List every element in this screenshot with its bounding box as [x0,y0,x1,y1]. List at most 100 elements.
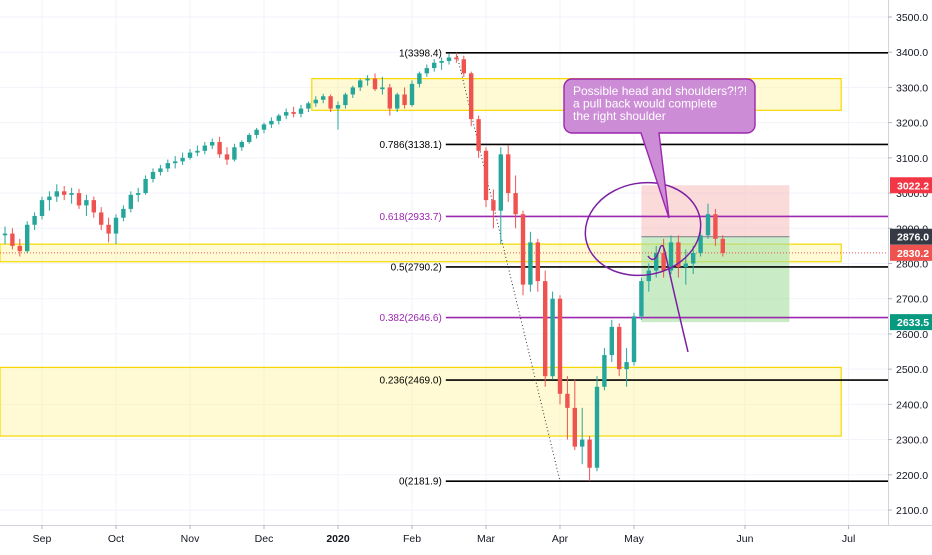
candle-body[interactable] [239,142,244,148]
candle-body[interactable] [291,112,296,114]
annotation-callout[interactable] [563,78,756,219]
candle-body[interactable] [432,62,437,69]
candle-body[interactable] [62,191,67,195]
candle-body[interactable] [691,252,696,264]
candle-body[interactable] [261,124,267,130]
candle-body[interactable] [646,270,651,282]
candle-body[interactable] [84,200,89,206]
take-profit-zone[interactable] [641,236,790,323]
candle-body[interactable] [313,99,318,104]
candle-body[interactable] [136,193,141,195]
candle-body[interactable] [298,108,304,114]
candle-body[interactable] [676,242,681,268]
candle-body[interactable] [683,263,688,268]
candle-body[interactable] [372,78,378,90]
candle-body[interactable] [121,208,126,218]
candle-body[interactable] [306,103,311,109]
candle-body[interactable] [461,59,466,74]
candle-body[interactable] [565,393,570,408]
candle-body[interactable] [639,281,644,317]
candle-body[interactable] [550,298,555,377]
candle-body[interactable] [269,120,274,125]
candle-body[interactable] [498,154,503,211]
candle-body[interactable] [661,252,666,271]
candle-body[interactable] [439,61,444,63]
candle-body[interactable] [476,119,481,151]
candle-body[interactable] [69,193,74,195]
candle-body[interactable] [2,233,8,236]
candle-body[interactable] [143,178,148,194]
candle-body[interactable] [99,212,104,225]
candle-body[interactable] [617,326,622,370]
candle-body[interactable] [17,245,22,252]
candle-body[interactable] [535,242,540,282]
candle-body[interactable] [720,238,725,253]
candle-body[interactable] [365,78,370,81]
candle-body[interactable] [180,157,185,162]
candle-body[interactable] [106,224,111,234]
candle-body[interactable] [713,214,718,239]
candle-body[interactable] [91,200,96,213]
candle-body[interactable] [668,242,674,271]
candle-body[interactable] [513,193,518,215]
candle-body[interactable] [328,96,333,109]
candle-body[interactable] [343,94,348,106]
candle-body[interactable] [150,171,156,179]
zone-box[interactable] [0,366,842,437]
candle-body[interactable] [284,112,289,116]
candle-body[interactable] [335,105,341,109]
candle-body[interactable] [557,298,563,394]
head-shoulders-circle[interactable] [578,174,708,285]
candle-body[interactable] [572,407,577,447]
candle-body[interactable] [454,57,459,60]
candle-body[interactable] [350,87,355,95]
candle-body[interactable] [54,191,59,197]
candle-body[interactable] [210,142,215,146]
candle-body[interactable] [25,224,30,252]
candle-body[interactable] [321,96,326,100]
candle-body[interactable] [491,200,496,211]
candle-body[interactable] [409,83,415,106]
candle-body[interactable] [247,134,252,143]
candle-body[interactable] [187,152,193,158]
candle-body[interactable] [387,87,392,109]
candle-body[interactable] [469,73,474,120]
candle-body[interactable] [543,281,548,377]
candle-body[interactable] [483,150,489,201]
candle-body[interactable] [32,215,37,225]
candle-body[interactable] [395,94,400,109]
candle-body[interactable] [39,200,45,216]
candle-body[interactable] [232,147,237,160]
candle-body[interactable] [76,193,82,206]
candle-body[interactable] [424,68,429,74]
candle-body[interactable] [128,194,133,209]
candle-body[interactable] [580,439,585,447]
candle-body[interactable] [165,163,170,169]
candle-body[interactable] [380,87,385,90]
candle-body[interactable] [594,386,600,468]
candle-body[interactable] [276,115,281,121]
candle-body[interactable] [358,80,363,88]
candle-body[interactable] [446,57,452,62]
candle-body[interactable] [417,73,422,84]
candle-body[interactable] [587,439,592,468]
candle-body[interactable] [217,142,222,155]
candle-body[interactable] [202,145,207,151]
candle-body[interactable] [705,214,711,236]
projection-path[interactable] [647,244,689,353]
candle-body[interactable] [173,161,178,164]
candle-body[interactable] [602,355,607,387]
candle-body[interactable] [609,326,614,356]
candle-body[interactable] [654,252,659,271]
candle-body[interactable] [10,233,15,246]
candle-body[interactable] [254,129,259,135]
candle-body[interactable] [506,154,511,194]
candle-body[interactable] [698,235,703,253]
candle-body[interactable] [528,242,533,285]
candle-body[interactable] [195,150,200,153]
candle-body[interactable] [624,362,629,370]
candle-body[interactable] [113,217,119,234]
candle-body[interactable] [520,214,526,285]
candle-body[interactable] [402,94,407,106]
